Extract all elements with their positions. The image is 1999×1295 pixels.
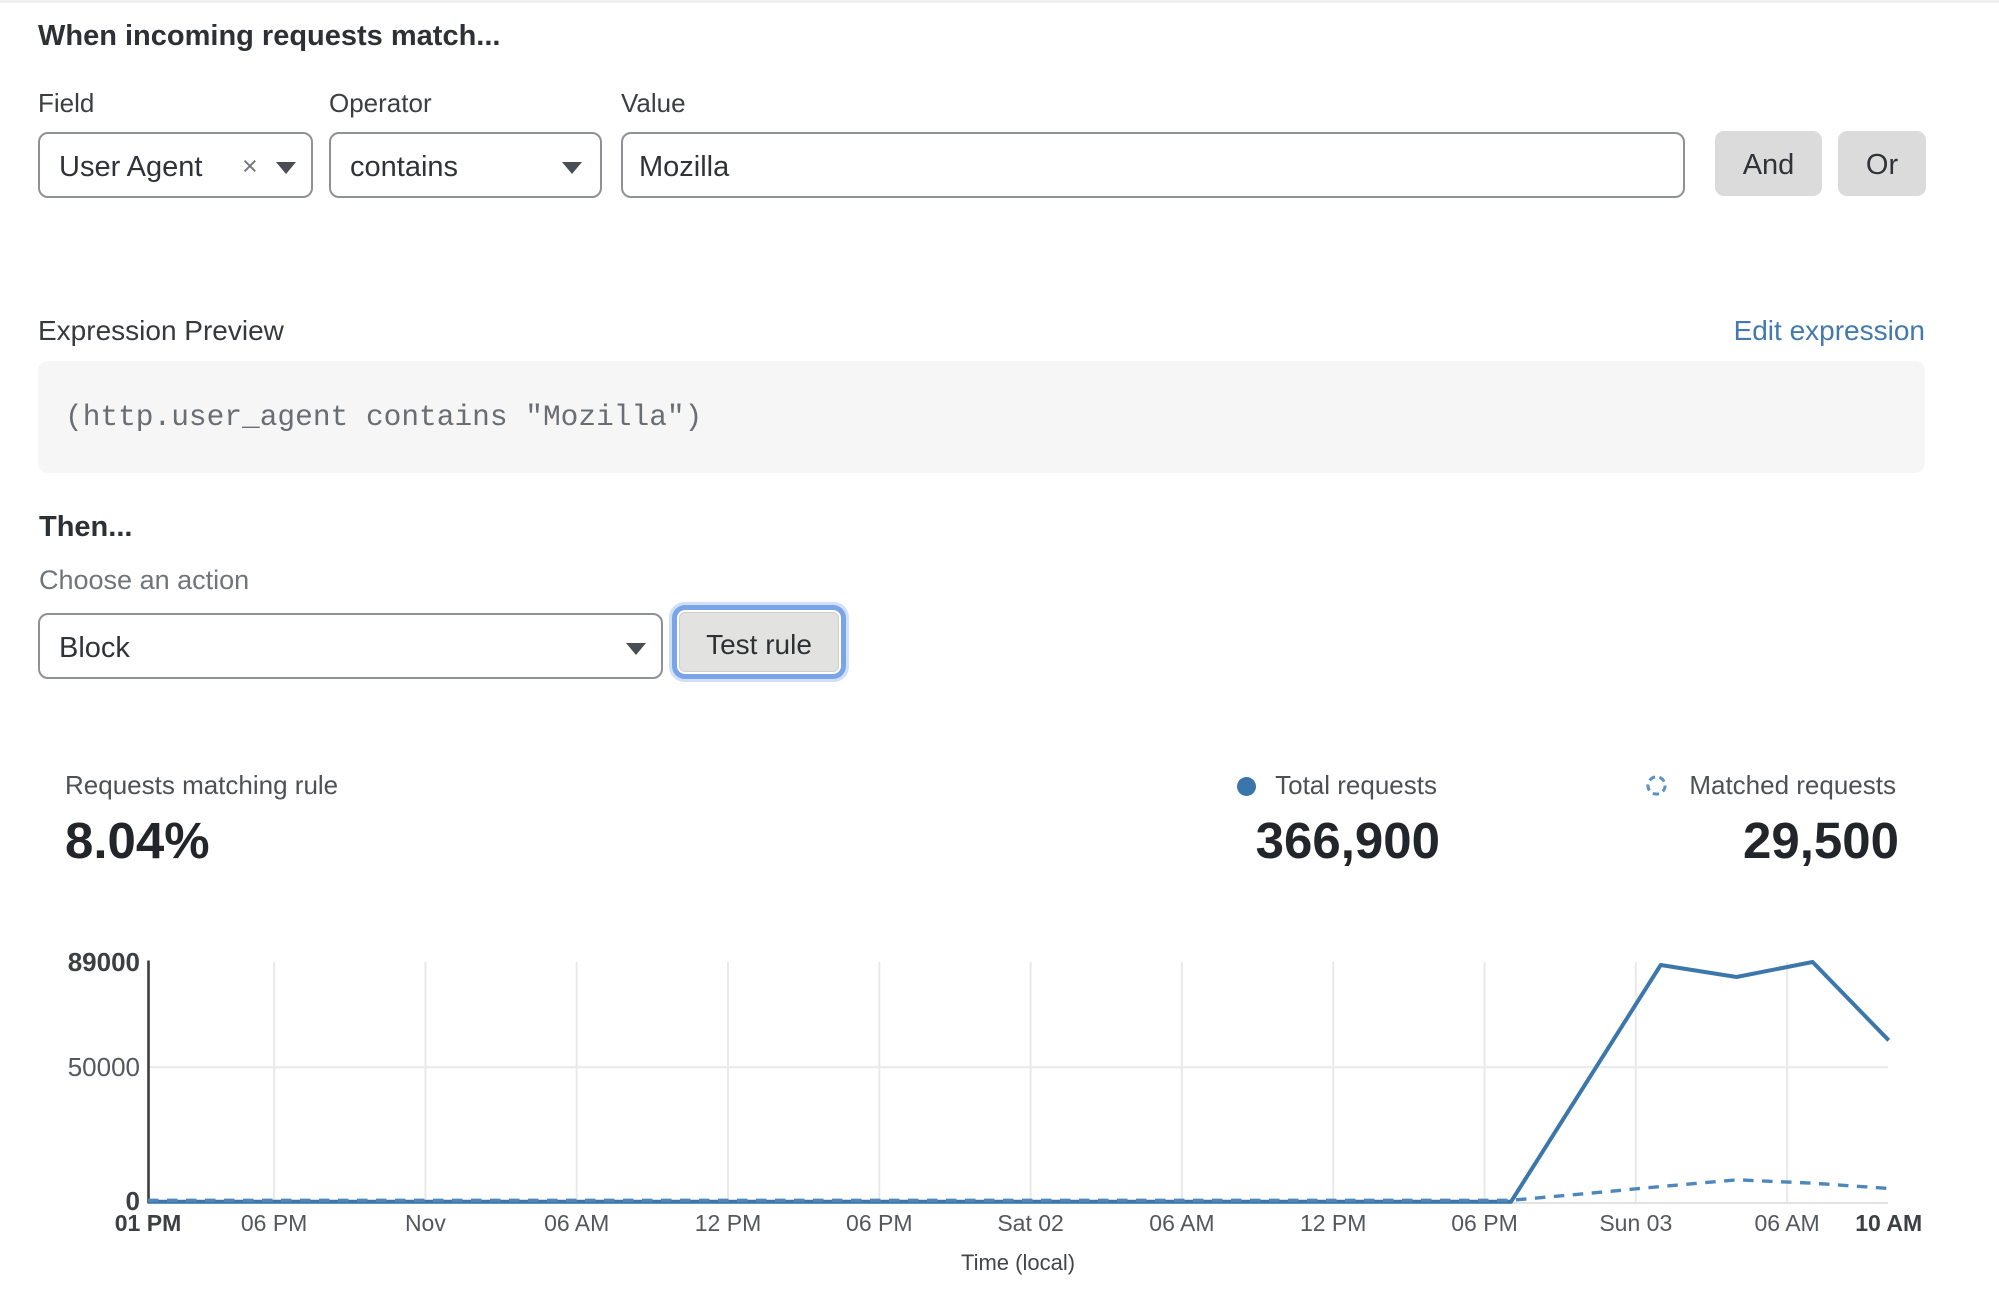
svg-text:Sun 03: Sun 03	[1599, 1210, 1672, 1236]
svg-text:06 PM: 06 PM	[846, 1210, 912, 1236]
svg-text:0: 0	[126, 1186, 140, 1216]
svg-text:01 PM: 01 PM	[115, 1210, 181, 1236]
svg-text:06 AM: 06 AM	[544, 1210, 609, 1236]
svg-text:06 PM: 06 PM	[241, 1210, 307, 1236]
svg-text:12 PM: 12 PM	[695, 1210, 761, 1236]
svg-text:12 PM: 12 PM	[1300, 1210, 1366, 1236]
svg-text:89000: 89000	[68, 947, 140, 977]
svg-text:Nov: Nov	[405, 1210, 446, 1236]
svg-text:10 AM: 10 AM	[1855, 1210, 1922, 1236]
svg-text:06 PM: 06 PM	[1451, 1210, 1517, 1236]
svg-text:06 AM: 06 AM	[1754, 1210, 1819, 1236]
svg-text:Time (local): Time (local)	[961, 1250, 1075, 1275]
svg-text:50000: 50000	[68, 1052, 140, 1082]
svg-text:Sat 02: Sat 02	[997, 1210, 1064, 1236]
svg-text:06 AM: 06 AM	[1149, 1210, 1214, 1236]
